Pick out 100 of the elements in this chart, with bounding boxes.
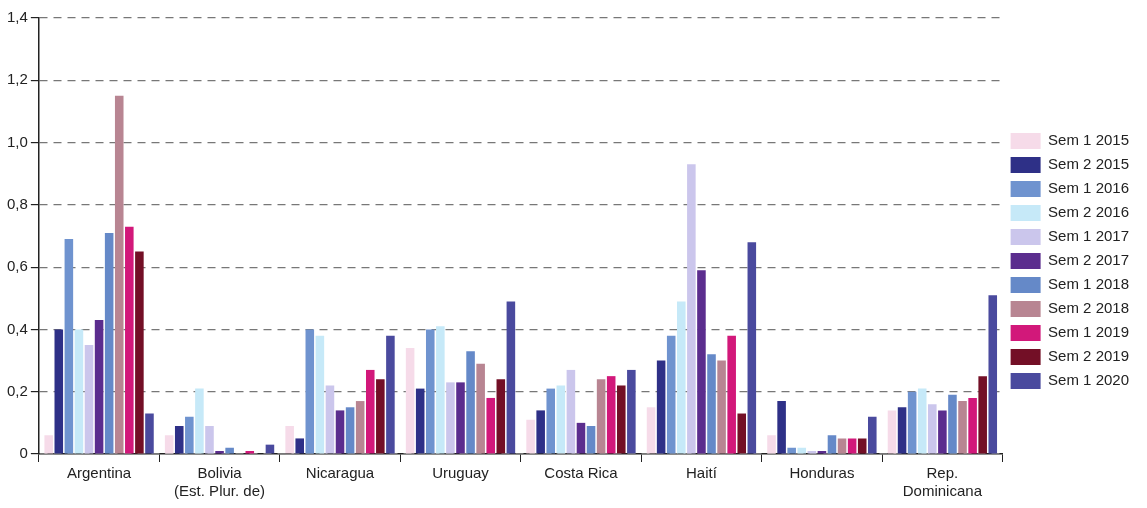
- legend-label: Sem 1 2020: [1048, 371, 1129, 389]
- bar: [968, 397, 977, 454]
- bar: [466, 351, 475, 454]
- bar: [164, 435, 174, 454]
- bar: [526, 419, 535, 454]
- bar: [767, 435, 776, 454]
- bar: [656, 360, 666, 454]
- bar: [315, 335, 325, 454]
- bar: [646, 407, 656, 454]
- y-tick-label: 0,4: [6, 319, 28, 337]
- bar: [325, 385, 335, 454]
- bar: [376, 379, 385, 454]
- bar: [938, 410, 947, 454]
- y-tick-label: 0,2: [6, 381, 28, 399]
- bar: [64, 239, 74, 454]
- x-tick-label: Honduras: [789, 464, 855, 482]
- bar: [335, 410, 345, 454]
- bar: [225, 447, 234, 454]
- x-tick-label: Argentina: [66, 464, 132, 482]
- bar: [476, 363, 485, 454]
- legend-label: Sem 2 2019: [1048, 347, 1129, 365]
- bar: [897, 407, 907, 454]
- bar: [125, 226, 134, 454]
- x-tick-label: Rep. Dominicana: [902, 464, 983, 500]
- bar: [787, 447, 796, 454]
- bar: [185, 416, 194, 454]
- bar: [486, 397, 496, 454]
- bar: [44, 435, 53, 454]
- bar: [94, 320, 104, 454]
- bar: [576, 422, 586, 454]
- bar: [114, 95, 124, 454]
- legend-label: Sem 1 2016: [1048, 179, 1129, 197]
- bar: [74, 329, 84, 454]
- bar: [135, 251, 144, 454]
- bar: [195, 388, 204, 454]
- legend-label: Sem 2 2017: [1048, 251, 1129, 269]
- bar: [606, 376, 616, 454]
- x-tick-label: Bolivia (Est. Plur. de): [174, 464, 265, 500]
- bar: [868, 416, 877, 454]
- bar: [707, 354, 716, 454]
- legend-label: Sem 1 2017: [1048, 227, 1129, 245]
- legend-label: Sem 2 2015: [1048, 155, 1129, 173]
- bar: [627, 369, 636, 454]
- y-tick-label: 0,6: [6, 257, 28, 275]
- bar: [857, 438, 867, 454]
- x-tick-label: Haití: [686, 464, 718, 482]
- bar: [596, 379, 606, 454]
- x-tick-label: Nicaragua: [305, 464, 375, 482]
- bar: [546, 388, 556, 454]
- bar: [948, 394, 957, 454]
- bar: [887, 410, 897, 454]
- bar: [727, 335, 736, 454]
- bar: [717, 360, 726, 454]
- bar: [205, 425, 214, 454]
- bar: [365, 369, 375, 454]
- bar: [295, 438, 305, 454]
- bar: [687, 164, 696, 454]
- legend-label: Sem 2 2018: [1048, 299, 1129, 317]
- bar: [174, 425, 184, 454]
- bar: [677, 301, 686, 454]
- x-tick-label: Costa Rica: [544, 464, 619, 482]
- bar: [777, 401, 786, 454]
- bar: [697, 270, 706, 454]
- bar: [747, 242, 757, 454]
- bar: [305, 329, 315, 454]
- bar: [536, 410, 545, 454]
- legend-label: Sem 1 2019: [1048, 323, 1129, 341]
- bar: [386, 335, 395, 454]
- bar: [355, 401, 365, 454]
- bar: [496, 379, 506, 454]
- bar: [405, 348, 415, 454]
- bar: [566, 369, 576, 454]
- bar: [54, 329, 64, 454]
- bar: [436, 326, 445, 454]
- legend-label: Sem 1 2015: [1048, 131, 1129, 149]
- bar: [988, 295, 998, 454]
- y-tick-label: 0: [19, 444, 28, 462]
- bar: [928, 404, 937, 454]
- bar: [415, 388, 425, 454]
- bar: [285, 425, 294, 454]
- bar: [506, 301, 516, 454]
- bar: [104, 232, 114, 454]
- y-tick-label: 1,2: [6, 70, 28, 88]
- bar: [345, 407, 355, 454]
- bar: [827, 435, 837, 454]
- bar: [425, 329, 435, 454]
- y-tick-label: 1,4: [6, 8, 28, 26]
- bar: [907, 391, 917, 454]
- bar: [737, 413, 747, 454]
- bar: [556, 385, 566, 454]
- y-tick-label: 1,0: [6, 132, 28, 150]
- bar: [837, 438, 847, 454]
- bar: [145, 413, 154, 454]
- bar: [978, 376, 987, 454]
- bar: [847, 438, 857, 454]
- x-tick-label: Uruguay: [432, 464, 490, 482]
- y-tick-label: 0,8: [6, 195, 28, 212]
- bar: [666, 335, 676, 454]
- legend-label: Sem 2 2016: [1048, 203, 1129, 221]
- bar: [456, 382, 465, 454]
